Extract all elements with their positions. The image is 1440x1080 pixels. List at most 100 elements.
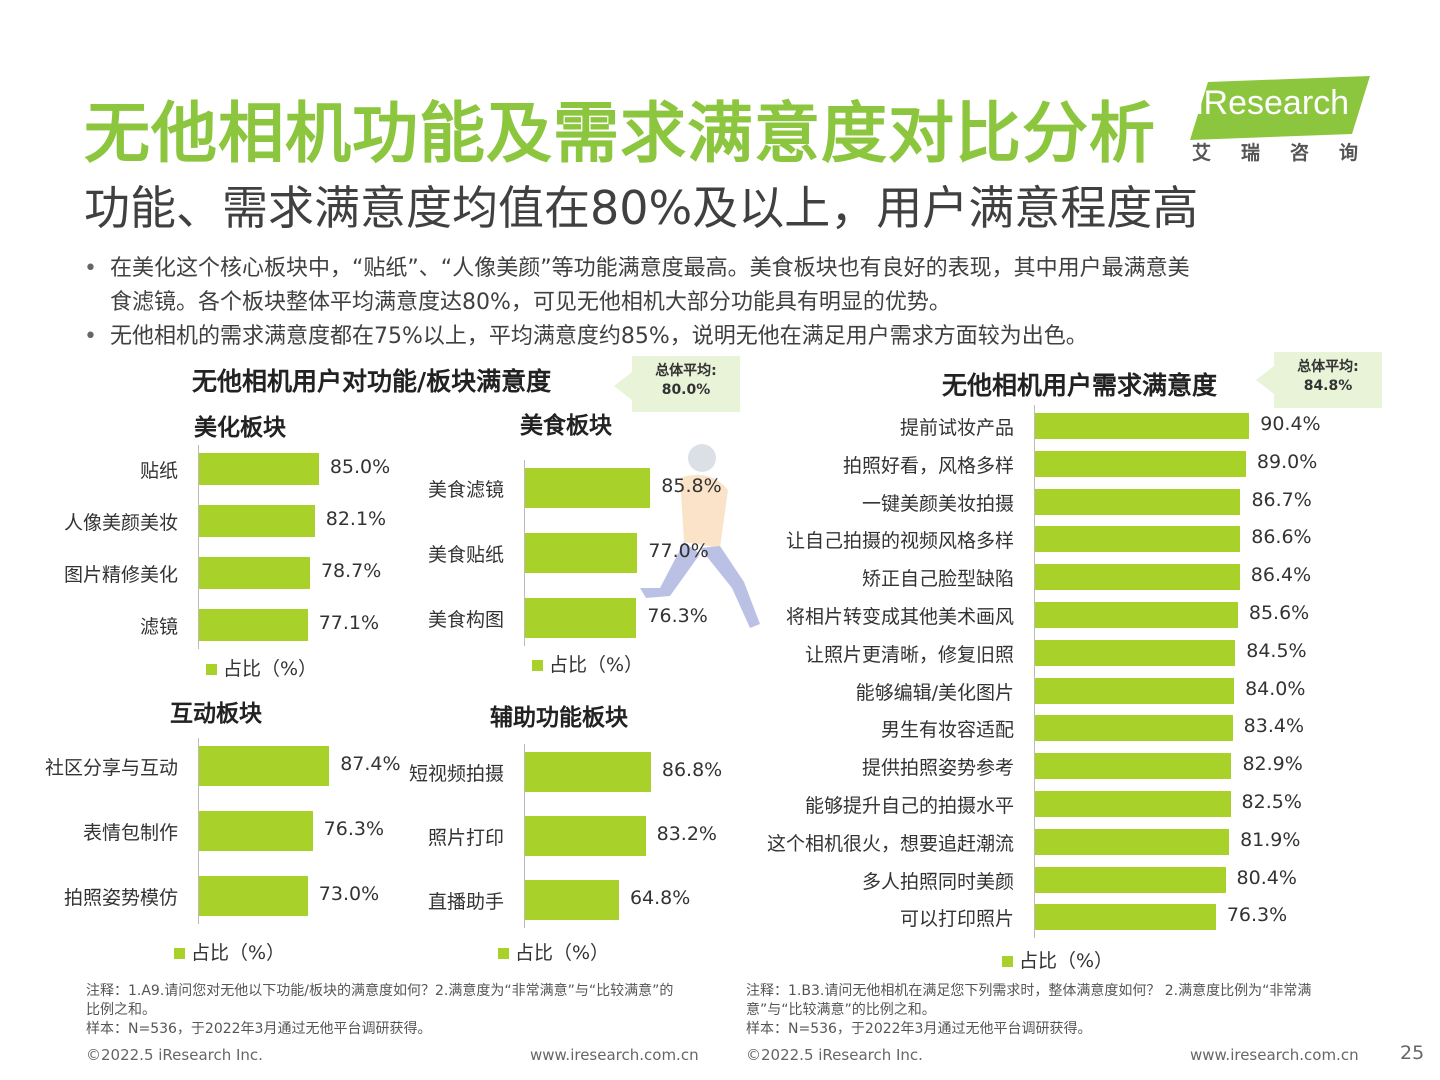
footer-copyright-right: ©2022.5 iResearch Inc. — [746, 1046, 923, 1064]
legend-swatch — [1002, 956, 1013, 967]
legend-meihua: 占比（%） — [206, 654, 317, 681]
logo-cn-text: 艾瑞咨询 — [1192, 142, 1389, 164]
bullet-dot-icon: • — [84, 256, 97, 281]
xuqiu-category-label-1: 拍照好看，风格多样 — [842, 454, 1014, 477]
legend-fuzhu: 占比（%） — [498, 938, 609, 965]
hudong-axis-line — [198, 738, 199, 924]
xuqiu-category-label-7: 能够编辑/美化图片 — [855, 681, 1014, 704]
bullet-1: • 在美化这个核心板块中，“贴纸”、“人像美颜”等功能满意度最高。美食板块也有良好… — [84, 252, 1190, 320]
fuzhu-bar-2 — [525, 880, 619, 920]
meihua-category-label-3: 滤镜 — [139, 616, 178, 638]
meihua-bar-2 — [199, 557, 310, 589]
xuqiu-category-label-9: 提供拍照姿势参考 — [861, 757, 1014, 780]
fuzhu-bar-1 — [525, 816, 646, 856]
bullet-2-line1: 无他相机的需求满意度都在75%以上，平均满意度约85%，说明无他在满足用户需求方… — [110, 324, 1088, 349]
meihua-bar-3 — [199, 609, 308, 641]
footer-copyright-left: ©2022.5 iResearch Inc. — [86, 1046, 263, 1064]
hudong-category-label-2: 拍照姿势模仿 — [63, 887, 178, 909]
meishi-category-label-2: 美食构图 — [427, 609, 504, 631]
meihua-value-label-2: 78.7% — [320, 560, 382, 582]
fuzhu-bar-0 — [525, 752, 651, 792]
footer-site-right[interactable]: www.iresearch.com.cn — [1190, 1046, 1359, 1064]
legend-hudong-label: 占比（%） — [191, 942, 286, 964]
xuqiu-bar-1 — [1035, 450, 1246, 477]
logo-text: iResearch — [1196, 84, 1350, 122]
xuqiu-category-label-4: 矫正自己脸型缺陷 — [861, 568, 1014, 591]
xuqiu-value-label-9: 82.9% — [1242, 753, 1303, 776]
meishi-axis-line — [524, 460, 525, 646]
xuqiu-bar-3 — [1035, 526, 1241, 553]
hudong-value-label-1: 76.3% — [323, 818, 385, 840]
xuqiu-value-label-8: 83.4% — [1243, 715, 1305, 738]
hudong-bar-1 — [199, 811, 313, 851]
hudong-bar-0 — [199, 746, 330, 786]
right-avg-value: 84.8% — [1303, 378, 1353, 394]
xuqiu-axis-line — [1034, 405, 1035, 939]
left-note: 注释：1.A9.请问您对无他以下功能/板块的满意度如何？2.满意度为“非常满意”… — [86, 983, 674, 1018]
meihua-bar-1 — [199, 505, 315, 537]
meihua-value-label-3: 77.1% — [318, 612, 380, 634]
xuqiu-bar-2 — [1035, 488, 1241, 515]
xuqiu-category-label-8: 男生有妆容适配 — [880, 719, 1014, 742]
xuqiu-bar-9 — [1035, 753, 1232, 780]
xuqiu-value-label-1: 89.0% — [1256, 450, 1318, 473]
legend-fuzhu-label: 占比（%） — [515, 942, 610, 964]
xuqiu-category-label-13: 可以打印照片 — [899, 908, 1014, 931]
xuqiu-bar-7 — [1035, 677, 1235, 704]
left-avg-box: 总体平均: 80.0% — [632, 356, 740, 412]
meishi-value-label-1: 77.0% — [648, 540, 709, 562]
meishi-bar-2 — [525, 598, 637, 638]
meihua-axis-line — [198, 445, 199, 649]
fuzhu-axis-line — [524, 744, 525, 928]
meishi-category-label-1: 美食贴纸 — [427, 544, 504, 566]
iresearch-logo — [1190, 76, 1370, 140]
legend-right-label: 占比（%） — [1019, 950, 1114, 972]
left-avg-label: 总体平均: — [655, 363, 717, 379]
legend-meishi: 占比（%） — [532, 650, 643, 677]
xuqiu-value-label-2: 86.7% — [1251, 488, 1312, 511]
fuzhu-value-label-0: 86.8% — [661, 759, 723, 781]
xuqiu-value-label-11: 81.9% — [1240, 828, 1301, 851]
fuzhu-category-label-2: 直播助手 — [427, 891, 504, 913]
left-panel-title: 无他相机用户对功能/板块满意度 — [192, 367, 552, 396]
bullet-2: • 无他相机的需求满意度都在75%以上，平均满意度约85%，说明无他在满足用户需求… — [84, 320, 1088, 354]
xuqiu-bar-8 — [1035, 715, 1233, 742]
hudong-category-label-0: 社区分享与互动 — [44, 757, 178, 779]
legend-swatch — [498, 948, 509, 959]
xuqiu-bar-10 — [1035, 791, 1231, 817]
meihua-value-label-0: 85.0% — [329, 456, 391, 478]
xuqiu-value-label-7: 84.0% — [1245, 677, 1306, 700]
left-sample: 样本：N=536，于2022年3月通过无他平台调研获得。 — [86, 1021, 432, 1037]
page-subtitle: 功能、需求满意度均值在80%及以上，用户满意程度高 — [84, 181, 1199, 235]
meihua-bar-0 — [199, 453, 319, 485]
xuqiu-bar-12 — [1035, 866, 1226, 893]
avg-arrow-icon — [1256, 366, 1274, 394]
fuzhu-category-label-1: 照片打印 — [427, 827, 504, 849]
xuqiu-value-label-0: 90.4% — [1260, 413, 1321, 435]
legend-right: 占比（%） — [1002, 946, 1113, 973]
hudong-section-title: 互动板块 — [170, 701, 262, 727]
xuqiu-value-label-4: 86.4% — [1250, 564, 1312, 587]
legend-swatch — [532, 660, 543, 671]
right-note: 注释：1.B3.请问无他相机在满足您下列需求时，整体满意度如何？ 2.满意度比例… — [746, 983, 1312, 1018]
meihua-category-label-0: 贴纸 — [139, 460, 178, 482]
hudong-bar-2 — [199, 876, 308, 916]
right-avg-box: 总体平均: 84.8% — [1274, 352, 1382, 408]
xuqiu-value-label-13: 76.3% — [1226, 904, 1288, 927]
hudong-category-label-1: 表情包制作 — [82, 822, 178, 844]
xuqiu-bar-0 — [1035, 413, 1250, 439]
page-number: 25 — [1400, 1042, 1425, 1064]
xuqiu-value-label-3: 86.6% — [1251, 526, 1312, 549]
xuqiu-category-label-0: 提前试妆产品 — [899, 417, 1014, 439]
meihua-category-label-2: 图片精修美化 — [63, 564, 178, 586]
xuqiu-category-label-11: 这个相机很火，想要追赶潮流 — [766, 832, 1014, 855]
legend-meishi-label: 占比（%） — [549, 654, 644, 676]
right-avg-label: 总体平均: — [1297, 359, 1359, 375]
xuqiu-value-label-12: 80.4% — [1236, 866, 1297, 889]
xuqiu-value-label-5: 85.6% — [1248, 602, 1310, 624]
xuqiu-bar-13 — [1035, 904, 1216, 931]
footer-site-left[interactable]: www.iresearch.com.cn — [530, 1046, 699, 1064]
xuqiu-category-label-5: 将相片转变成其他美术画风 — [785, 606, 1014, 628]
meishi-bar-1 — [525, 533, 638, 573]
fuzhu-value-label-2: 64.8% — [629, 887, 691, 909]
